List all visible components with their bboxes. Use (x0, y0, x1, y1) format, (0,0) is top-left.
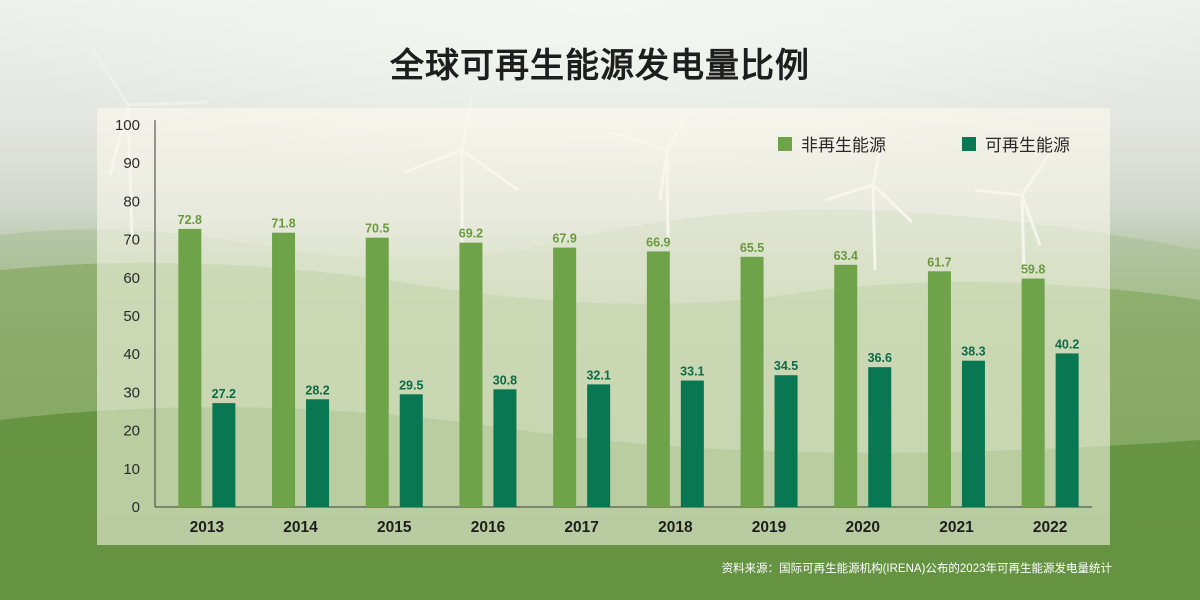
y-tick-label: 100 (115, 117, 140, 134)
bar-renewable-2021 (961, 360, 985, 507)
y-tick-label: 60 (123, 270, 140, 287)
data-label: 28.2 (305, 383, 329, 397)
y-tick-label: 20 (123, 423, 140, 440)
x-tick-label: 2021 (939, 519, 974, 536)
data-label: 33.1 (680, 365, 704, 379)
data-label: 34.5 (774, 359, 798, 373)
x-tick-label: 2017 (564, 519, 598, 536)
data-label: 27.2 (212, 387, 236, 401)
bar-renewable-2017 (587, 384, 611, 507)
legend-swatch-renewable (962, 136, 976, 151)
data-label: 32.1 (586, 368, 610, 382)
x-tick-label: 2018 (658, 519, 693, 536)
bar-non-renewable-2019 (740, 256, 764, 507)
data-label: 71.8 (271, 217, 295, 231)
data-label: 29.5 (399, 378, 423, 392)
x-tick-label: 2013 (190, 519, 225, 536)
data-label: 59.8 (1021, 263, 1045, 277)
bar-renewable-2020 (868, 367, 892, 507)
bar-renewable-2018 (680, 380, 704, 507)
y-tick-label: 40 (123, 346, 140, 363)
data-label: 40.2 (1055, 337, 1079, 351)
bar-non-renewable-2021 (927, 271, 951, 507)
bar-renewable-2014 (306, 399, 330, 507)
legend-swatch-non-renewable (778, 136, 792, 151)
y-tick-label: 70 (123, 232, 140, 249)
y-tick-label: 80 (123, 193, 140, 210)
bar-non-renewable-2014 (272, 232, 296, 507)
bar-non-renewable-2022 (1021, 278, 1045, 507)
x-tick-label: 2016 (471, 519, 506, 536)
x-tick-label: 2020 (846, 519, 880, 536)
data-label: 36.6 (868, 351, 892, 365)
bar-renewable-2016 (493, 389, 517, 507)
data-label: 38.3 (961, 345, 985, 359)
bar-non-renewable-2013 (178, 228, 202, 508)
x-tick-label: 2014 (283, 519, 318, 536)
data-label: 30.8 (493, 373, 517, 387)
y-tick-label: 0 (132, 499, 140, 516)
bar-renewable-2022 (1055, 353, 1079, 507)
y-tick-label: 30 (123, 384, 140, 401)
bar-non-renewable-2015 (365, 237, 389, 507)
bar-non-renewable-2018 (646, 251, 670, 507)
data-label: 63.4 (834, 249, 858, 263)
data-label: 70.5 (365, 222, 389, 236)
bar-renewable-2015 (399, 394, 423, 507)
bar-renewable-2013 (212, 403, 236, 507)
data-label: 66.9 (646, 235, 670, 249)
chart-title: 全球可再生能源发电量比例 (390, 47, 810, 85)
y-tick-label: 90 (123, 155, 140, 172)
legend-item-non-renewable: 非再生能源 (778, 131, 886, 156)
bar-renewable-2019 (774, 375, 798, 507)
y-tick-label: 10 (123, 461, 140, 478)
x-tick-label: 2022 (1033, 519, 1067, 536)
bar-non-renewable-2017 (553, 247, 577, 507)
data-label: 65.5 (740, 241, 764, 255)
legend-label-renewable: 可再生能源 (985, 136, 1070, 155)
x-tick-label: 2019 (752, 519, 787, 536)
bar-non-renewable-2016 (459, 242, 483, 507)
data-label: 61.7 (927, 255, 951, 269)
legend-item-renewable: 可再生能源 (962, 131, 1070, 156)
source-note: 资料来源：国际可再生能源机构(IRENA)公布的2023年可再生能源发电量统计 (721, 563, 1112, 575)
data-label: 67.9 (552, 232, 576, 246)
bar-non-renewable-2020 (834, 264, 858, 507)
data-label: 72.8 (178, 213, 202, 227)
y-tick-label: 50 (123, 308, 140, 325)
x-tick-label: 2015 (377, 519, 412, 536)
legend-label-non-renewable: 非再生能源 (801, 136, 886, 155)
data-label: 69.2 (459, 227, 483, 241)
